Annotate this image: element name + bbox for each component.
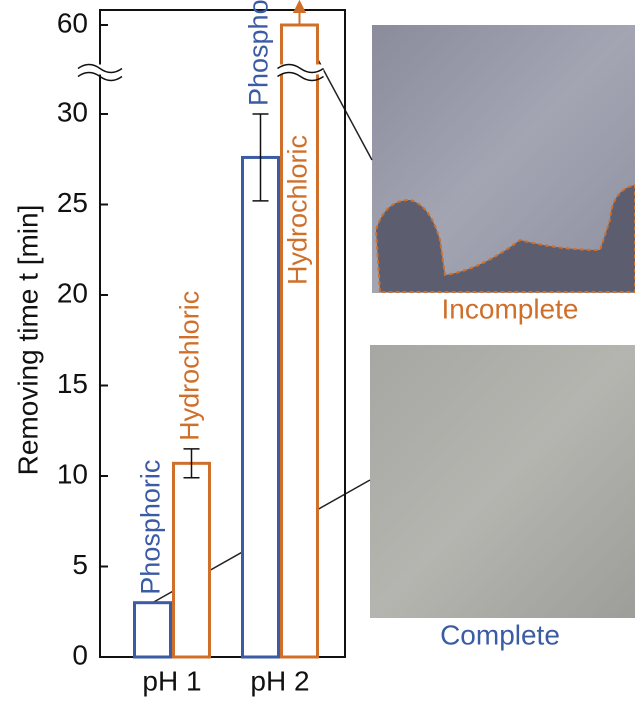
y-tick-label: 25 — [57, 187, 88, 218]
bar — [135, 603, 171, 657]
overflow-arrow — [295, 2, 305, 25]
y-tick-label: 60 — [57, 7, 88, 38]
y-axis-label: Removing time t [min] — [12, 205, 43, 476]
bar-label: Hydrochloric — [283, 135, 313, 285]
bar — [243, 157, 279, 657]
annotation: Incomplete — [442, 293, 579, 324]
bar-label: Hydrochloric — [175, 291, 205, 441]
bar — [282, 25, 318, 657]
x-tick-label: pH 1 — [142, 665, 201, 696]
y-tick-label: 10 — [57, 458, 88, 489]
bar — [174, 463, 210, 657]
y-tick-label: 0 — [72, 639, 88, 670]
y-tick-label: 20 — [57, 277, 88, 308]
x-tick-label: pH 2 — [250, 665, 309, 696]
y-tick-label: 5 — [72, 549, 88, 580]
bar-label: Phosphoric — [136, 460, 166, 595]
y-tick-label: 30 — [57, 96, 88, 127]
annotation: Complete — [440, 619, 560, 650]
y-tick-label: 15 — [57, 368, 88, 399]
bar-label: Phosphoric — [244, 0, 274, 106]
photo-complete — [370, 345, 635, 618]
figure: Incomplete Complete Removing time t [min… — [0, 0, 635, 697]
